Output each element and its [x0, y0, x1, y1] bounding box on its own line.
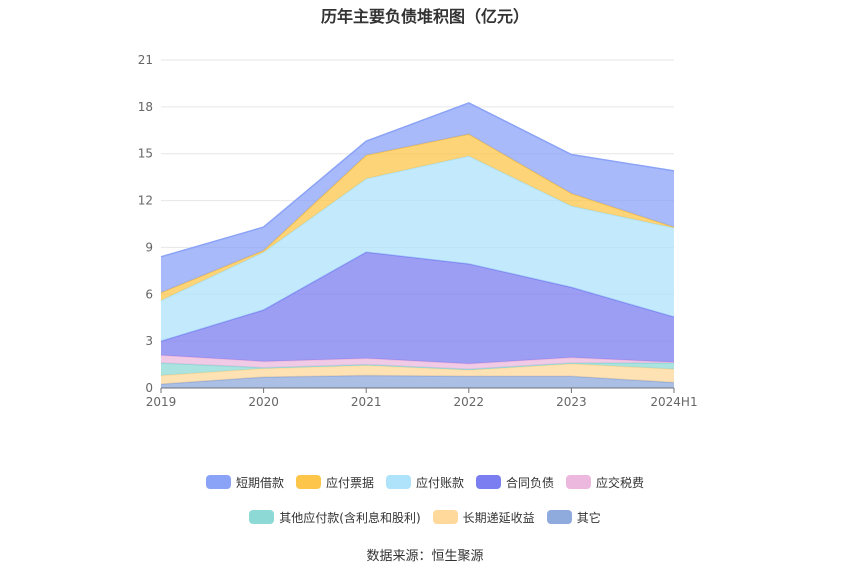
x-tick-label: 2023	[556, 395, 587, 409]
legend-item[interactable]: 短期借款	[205, 471, 284, 493]
area-series	[161, 375, 674, 388]
legend-swatch	[385, 475, 411, 489]
x-tick-label: 2022	[454, 395, 485, 409]
chart-title: 历年主要负债堆积图（亿元）	[320, 7, 529, 26]
stacked-area-chart: 0 3 6 9 12 15 18 21 2019 2020 2021 2022 2023 2024H1	[138, 53, 698, 409]
legend-item[interactable]: 合同负债	[476, 471, 554, 493]
legend: 短期借款 应付票据 应付账款 合同负债 应交税费 其他应付款(含利息和股利) 长期递延收益其…	[0, 471, 850, 541]
area-series-line	[160, 102, 675, 258]
legend-label: 应付账款	[415, 475, 464, 490]
legend-row: 其他应付款(含利息和股利) 长期递延收益 其它	[0, 506, 850, 528]
y-tick-label: 0	[145, 381, 153, 395]
legend-swatch	[566, 475, 592, 489]
legend-swatch	[295, 475, 321, 489]
x-tick-label: 2021	[351, 395, 382, 409]
legend-item[interactable]: 应交税费	[566, 471, 644, 493]
y-tick-label: 6	[145, 287, 153, 301]
legend-label: 短期借款	[235, 475, 284, 490]
legend-swatch	[476, 475, 501, 489]
y-tick-label: 15	[138, 147, 153, 161]
legend-label: 其他应付款(含利息和股利)	[279, 510, 421, 525]
x-tick-label: 2020	[248, 395, 279, 409]
legend-swatch	[249, 510, 275, 524]
legend-row: 短期借款 应付票据 应付账款 合同负债 应交税费	[0, 471, 850, 493]
area-series	[161, 252, 674, 364]
legend-label: 其它	[576, 510, 601, 525]
x-tick-label: 2024H1	[650, 395, 697, 409]
area-series	[161, 363, 674, 385]
legend-item[interactable]: 长期递延收益	[432, 506, 535, 528]
area-series	[161, 156, 674, 342]
data-source: 数据来源：恒生聚源	[366, 549, 484, 564]
legend-label: 应交税费	[596, 475, 645, 490]
y-tick-label: 12	[138, 194, 153, 208]
y-tick-label: 3	[145, 334, 153, 348]
legend-label: 应付票据	[325, 475, 374, 490]
x-tick-label: 2019	[146, 395, 177, 409]
y-tick-label: 18	[138, 100, 153, 114]
area-series	[161, 102, 674, 293]
legend-label: 合同负债	[506, 475, 555, 490]
legend-swatch	[432, 510, 458, 524]
legend-swatch	[546, 510, 572, 524]
area-series	[161, 355, 674, 370]
legend-item[interactable]: 其他应付款(含利息和股利)	[249, 506, 421, 528]
legend-item[interactable]: 其它	[546, 506, 601, 528]
legend-swatch	[205, 475, 231, 489]
legend-label: 长期递延收益	[462, 510, 535, 525]
legend-item[interactable]: 应付票据	[295, 471, 374, 493]
y-tick-label: 21	[138, 53, 153, 67]
area-series	[161, 363, 674, 376]
legend-item[interactable]: 应付账款	[385, 471, 464, 493]
y-tick-label: 9	[145, 240, 153, 254]
